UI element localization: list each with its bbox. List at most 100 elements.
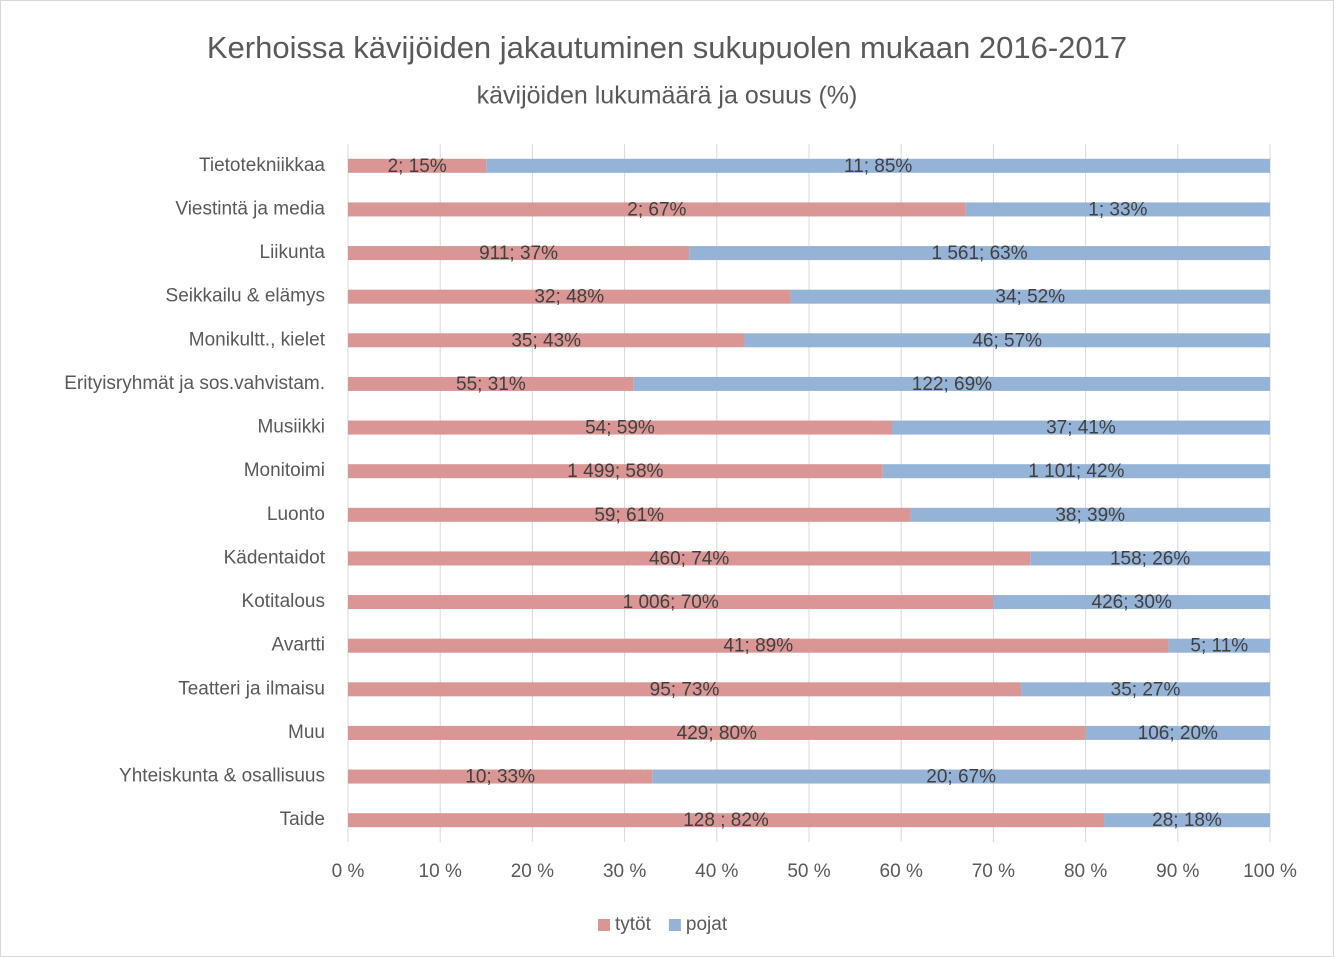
data-label: 59; 61%	[594, 505, 664, 526]
bar-segment	[1104, 813, 1270, 828]
y-tick-label: Kotitalous	[242, 591, 325, 612]
labels: 0 % 10 % 20 % 30 % 40 % 50 % 60 % 70 % 80 % 90 % 1…	[64, 155, 1297, 935]
bar-segment	[348, 507, 911, 522]
x-tick-label: 0 %	[332, 861, 365, 882]
bar-segment	[790, 289, 1270, 304]
y-tick-label: Musiikki	[257, 417, 325, 438]
bar-segment	[965, 202, 1270, 217]
y-tick-label: Erityisryhmät ja sos.vahvistam.	[64, 373, 325, 394]
chart-title: Kerhoissa kävijöiden jakautuminen sukupu…	[207, 30, 1127, 65]
bar-segment	[348, 158, 487, 173]
y-tick-label: Seikkailu & elämys	[166, 286, 325, 307]
data-label: 28; 18%	[1152, 810, 1222, 831]
x-tick-label: 90 %	[1156, 861, 1199, 882]
bar-segment	[348, 595, 994, 610]
bar-segment	[1168, 638, 1270, 653]
bar-segment	[348, 420, 892, 435]
data-label: 911; 37%	[479, 243, 558, 264]
x-tick-label: 10 %	[419, 861, 462, 882]
data-label: 1 006; 70%	[623, 592, 719, 613]
bar-segment	[348, 202, 966, 217]
bar-segment	[633, 376, 1270, 391]
legend-label: tytöt	[615, 914, 652, 935]
y-tick-label: Yhteiskunta & osallisuus	[119, 766, 325, 787]
bar-segment	[348, 376, 634, 391]
bar-segment	[1085, 725, 1270, 740]
bar-segment	[882, 464, 1270, 479]
data-label: 35; 43%	[511, 330, 581, 351]
data-label: 122; 69%	[912, 374, 992, 395]
legend-swatch	[668, 919, 681, 931]
data-label: 11; 85%	[844, 156, 912, 177]
data-label: 429; 80%	[677, 723, 757, 744]
data-label: 95; 73%	[650, 679, 720, 700]
data-label: 2; 15%	[388, 156, 447, 177]
data-label: 35; 27%	[1111, 679, 1181, 700]
bar-segment	[348, 246, 690, 261]
data-label: 1 561; 63%	[931, 243, 1027, 264]
x-tick-label: 30 %	[603, 861, 646, 882]
data-label: 20; 67%	[926, 767, 996, 788]
x-tick-label: 20 %	[511, 861, 554, 882]
x-tick-label: 80 %	[1064, 861, 1107, 882]
bar-segment	[689, 246, 1270, 261]
bar-segment	[891, 420, 1270, 435]
data-label: 106; 20%	[1138, 723, 1218, 744]
data-label: 32; 48%	[534, 287, 604, 308]
data-label: 1; 33%	[1088, 199, 1147, 220]
y-tick-label: Taide	[280, 809, 325, 830]
bar-segment	[486, 158, 1270, 173]
legend-label: pojat	[686, 914, 728, 935]
y-tick-label: Teatteri ja ilmaisu	[178, 678, 325, 699]
bar-segment	[1021, 682, 1270, 697]
bar-segment	[348, 333, 745, 348]
data-label: 5; 11%	[1190, 636, 1248, 657]
data-label: 426; 30%	[1092, 592, 1172, 613]
y-tick-label: Muu	[288, 722, 325, 743]
data-label: 54; 59%	[585, 418, 655, 439]
data-label: 1 101; 42%	[1028, 461, 1124, 482]
data-label: 1 499; 58%	[567, 461, 663, 482]
bar-segment	[348, 464, 883, 479]
bar-segment	[348, 289, 791, 304]
x-tick-label: 100 %	[1243, 861, 1297, 882]
y-tick-label: Liikunta	[260, 242, 326, 263]
data-label: 55; 31%	[456, 374, 526, 395]
x-tick-label: 70 %	[972, 861, 1015, 882]
data-label: 37; 41%	[1046, 418, 1116, 439]
bar-segment	[1030, 551, 1270, 566]
data-label: 460; 74%	[649, 548, 729, 569]
data-label: 41; 89%	[723, 636, 793, 657]
data-label: 38; 39%	[1055, 505, 1125, 526]
bar-segment	[348, 769, 653, 784]
data-label: 128 ; 82%	[683, 810, 769, 831]
bar-segment	[348, 682, 1022, 697]
y-tick-label: Tietotekniikkaa	[199, 155, 325, 176]
chart-subtitle: kävijöiden lukumäärä ja osuus (%)	[477, 82, 858, 110]
data-label: 10; 33%	[465, 767, 535, 788]
y-tick-label: Monikultt., kielet	[189, 329, 326, 350]
data-label: 46; 57%	[972, 330, 1042, 351]
y-tick-label: Monitoimi	[244, 460, 325, 481]
data-label: 2; 67%	[627, 199, 686, 220]
bars	[348, 158, 1270, 828]
x-tick-label: 40 %	[695, 861, 738, 882]
bar-segment	[744, 333, 1270, 348]
y-tick-label: Kädentaidot	[224, 547, 326, 568]
bar-segment	[910, 507, 1270, 522]
y-tick-label: Viestintä ja media	[175, 198, 325, 219]
bar-segment	[348, 638, 1169, 653]
bar-segment	[348, 551, 1031, 566]
data-label: 158; 26%	[1110, 548, 1190, 569]
bar-segment	[652, 769, 1270, 784]
x-tick-label: 50 %	[787, 861, 830, 882]
bar-segment	[348, 813, 1105, 828]
x-tick-label: 60 %	[880, 861, 923, 882]
y-tick-label: Luonto	[267, 504, 325, 525]
bar-segment	[348, 725, 1086, 740]
data-label: 34; 52%	[995, 287, 1065, 308]
grid	[347, 144, 1271, 842]
y-tick-label: Avartti	[271, 635, 325, 656]
